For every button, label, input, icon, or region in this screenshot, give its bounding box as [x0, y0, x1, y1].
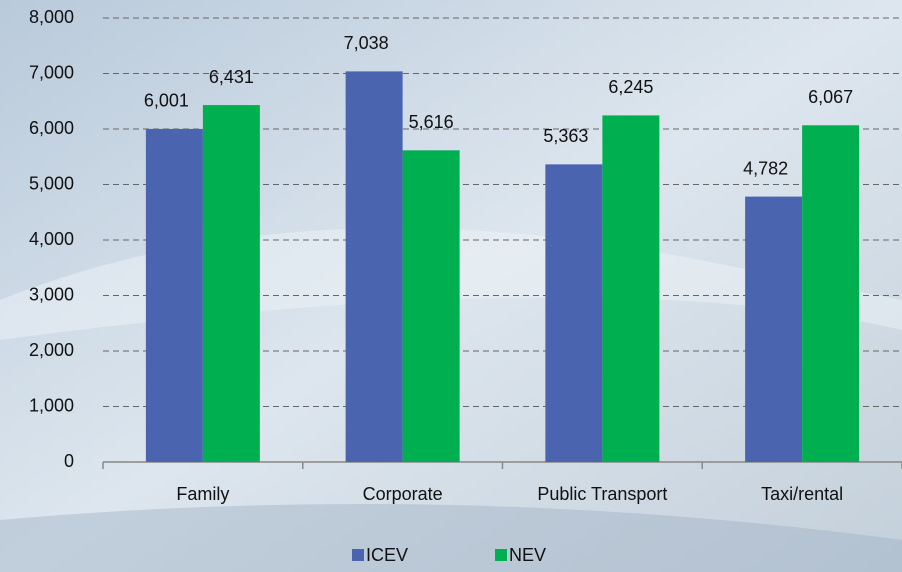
data-label: 6,431	[209, 67, 254, 87]
y-tick-label: 4,000	[29, 229, 74, 249]
data-label: 5,616	[409, 112, 454, 132]
bar	[802, 125, 860, 463]
bar	[545, 164, 603, 462]
data-label: 6,067	[808, 87, 853, 107]
data-label: 5,363	[543, 126, 588, 146]
x-tick-label: Public Transport	[537, 484, 667, 504]
legend-swatch	[495, 549, 507, 561]
y-tick-label: 2,000	[29, 340, 74, 360]
y-tick-label: 5,000	[29, 173, 74, 193]
bar	[202, 105, 260, 462]
bar	[345, 71, 403, 463]
y-tick-label: 1,000	[29, 395, 74, 415]
bar	[745, 196, 803, 462]
legend-label: ICEV	[366, 545, 408, 565]
data-label: 6,245	[608, 77, 653, 97]
legend-label: NEV	[509, 545, 546, 565]
data-label: 6,001	[144, 91, 189, 111]
bar	[402, 150, 460, 462]
decoration	[0, 504, 902, 572]
x-tick-label: Corporate	[363, 484, 443, 504]
x-tick-label: Family	[176, 484, 229, 504]
y-tick-label: 7,000	[29, 62, 74, 82]
data-label: 7,038	[344, 33, 389, 53]
y-tick-label: 6,000	[29, 118, 74, 138]
y-tick-label: 0	[64, 451, 74, 471]
bar	[602, 115, 660, 462]
bar	[145, 128, 203, 462]
data-label: 4,782	[743, 158, 788, 178]
y-tick-label: 3,000	[29, 284, 74, 304]
legend-swatch	[352, 549, 364, 561]
y-tick-label: 8,000	[29, 7, 74, 27]
x-tick-label: Taxi/rental	[761, 484, 843, 504]
